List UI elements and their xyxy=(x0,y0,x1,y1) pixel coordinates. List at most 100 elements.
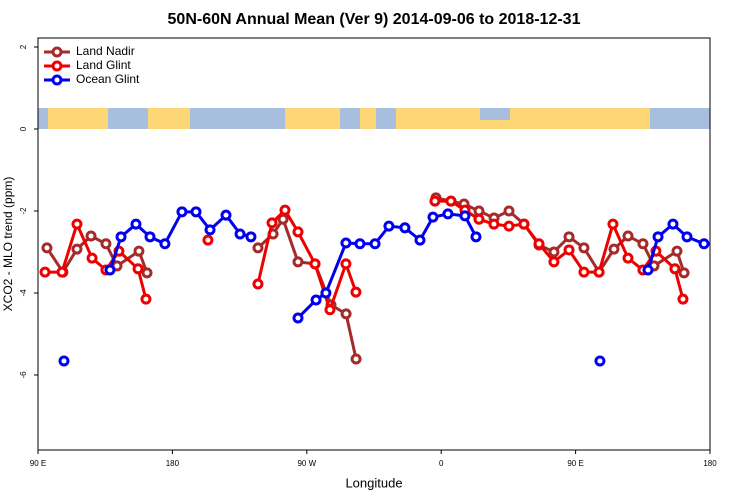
y-tick-label: 0 xyxy=(19,126,28,131)
data-point xyxy=(399,222,411,234)
data-point xyxy=(41,242,53,254)
data-point xyxy=(100,238,112,250)
data-point xyxy=(252,242,264,254)
data-point xyxy=(637,238,649,250)
chart-title: 50N-60N Annual Mean (Ver 9) 2014-09-06 t… xyxy=(168,11,581,28)
data-point xyxy=(677,293,689,305)
data-point xyxy=(190,206,202,218)
legend-label: Land Nadir xyxy=(76,44,135,58)
data-point xyxy=(593,266,605,278)
data-point xyxy=(159,238,171,250)
data-point xyxy=(429,195,441,207)
data-point xyxy=(309,258,321,270)
data-point xyxy=(470,231,482,243)
x-tick-label: 180 xyxy=(166,459,180,468)
data-point xyxy=(39,266,51,278)
legend-marker xyxy=(51,46,63,58)
legend-marker xyxy=(51,60,63,72)
data-point xyxy=(442,208,454,220)
x-tick-label: 90 E xyxy=(30,459,46,468)
data-point xyxy=(642,264,654,276)
y-tick-label: -4 xyxy=(19,289,28,297)
data-point xyxy=(671,245,683,257)
data-point xyxy=(607,218,619,230)
data-point xyxy=(133,245,145,257)
data-point xyxy=(252,278,264,290)
data-point xyxy=(488,218,500,230)
data-point xyxy=(266,217,278,229)
data-point xyxy=(350,286,362,298)
data-point xyxy=(58,355,70,367)
data-point xyxy=(383,220,395,232)
x-tick-label: 180 xyxy=(703,459,717,468)
data-point xyxy=(292,312,304,324)
data-point xyxy=(340,308,352,320)
x-tick-label: 90 E xyxy=(567,459,583,468)
data-point xyxy=(518,218,530,230)
data-point xyxy=(234,228,246,240)
data-point xyxy=(548,256,560,268)
data-point xyxy=(115,231,127,243)
data-point xyxy=(667,218,679,230)
data-point xyxy=(130,218,142,230)
data-point xyxy=(86,252,98,264)
data-point xyxy=(369,238,381,250)
data-point xyxy=(324,304,336,316)
data-point xyxy=(202,234,214,246)
data-point xyxy=(563,231,575,243)
data-point xyxy=(354,238,366,250)
data-point xyxy=(548,246,560,258)
data-point xyxy=(563,244,575,256)
data-point xyxy=(503,205,515,217)
data-point xyxy=(320,287,332,299)
data-point xyxy=(681,231,693,243)
data-point xyxy=(340,237,352,249)
y-axis-label: XCO2 - MLO trend (ppm) xyxy=(1,177,15,312)
data-point xyxy=(292,226,304,238)
data-point xyxy=(578,242,590,254)
data-point xyxy=(350,353,362,365)
data-point xyxy=(140,293,152,305)
data-point xyxy=(414,234,426,246)
data-point xyxy=(340,258,352,270)
data-point xyxy=(279,204,291,216)
data-point xyxy=(578,266,590,278)
data-point xyxy=(144,231,156,243)
data-point xyxy=(176,206,188,218)
data-point xyxy=(427,211,439,223)
data-point xyxy=(292,256,304,268)
y-tick-label: -2 xyxy=(19,207,28,215)
map-strip xyxy=(38,108,710,129)
data-point xyxy=(71,218,83,230)
x-tick-label: 0 xyxy=(439,459,444,468)
data-point xyxy=(622,230,634,242)
data-point xyxy=(459,210,471,222)
plot-frame xyxy=(37,37,711,451)
data-point xyxy=(445,195,457,207)
data-point xyxy=(678,267,690,279)
data-point xyxy=(594,355,606,367)
data-point xyxy=(608,243,620,255)
data-point xyxy=(85,230,97,242)
y-tick-label: 2 xyxy=(19,44,28,49)
data-point xyxy=(220,209,232,221)
data-point xyxy=(698,238,710,250)
data-point xyxy=(56,266,68,278)
data-point xyxy=(652,231,664,243)
data-point xyxy=(533,238,545,250)
x-axis-label: Longitude xyxy=(345,475,402,490)
y-tick-label: -6 xyxy=(19,371,28,379)
legend-label: Land Glint xyxy=(76,58,131,72)
data-point xyxy=(104,264,116,276)
legend-marker xyxy=(51,74,63,86)
series-line xyxy=(45,196,686,360)
legend-label: Ocean Glint xyxy=(76,72,140,86)
data-point xyxy=(141,267,153,279)
data-point xyxy=(622,252,634,264)
data-point xyxy=(71,243,83,255)
data-point xyxy=(204,224,216,236)
data-point xyxy=(245,231,257,243)
data-point xyxy=(310,294,322,306)
data-point xyxy=(132,263,144,275)
